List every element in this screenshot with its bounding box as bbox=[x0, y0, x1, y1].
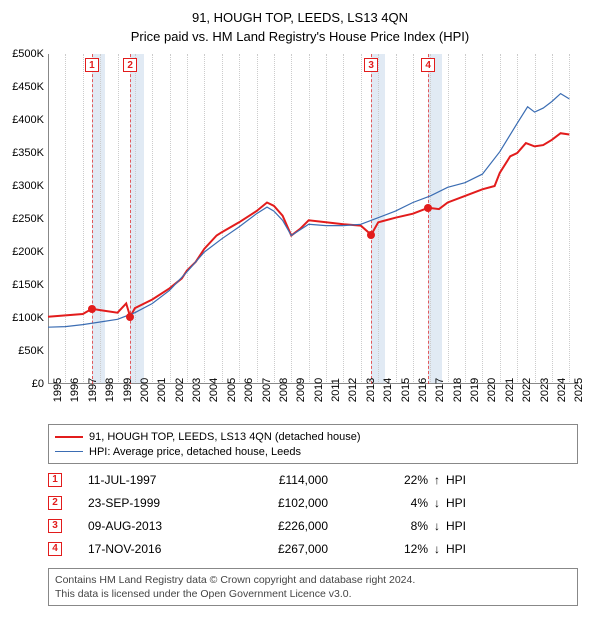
sales-arrow-icon: ↓ bbox=[428, 542, 446, 556]
x-tick-label: 2011 bbox=[330, 378, 342, 402]
x-tick-label: 2009 bbox=[295, 378, 307, 402]
y-tick-label: £300K bbox=[12, 180, 44, 192]
chart-plot-area: 1 2 3 4 bbox=[48, 54, 578, 384]
x-tick-label: 2006 bbox=[243, 378, 255, 402]
sales-date: 09-AUG-2013 bbox=[88, 519, 218, 533]
sales-hpi-label: HPI bbox=[446, 542, 466, 556]
sales-price: £267,000 bbox=[218, 542, 368, 556]
x-tick-label: 2012 bbox=[347, 378, 359, 402]
x-tick-label: 2015 bbox=[400, 378, 412, 402]
x-tick-label: 2005 bbox=[226, 378, 238, 402]
title-subtitle: Price paid vs. HM Land Registry's House … bbox=[0, 25, 600, 44]
title-address: 91, HOUGH TOP, LEEDS, LS13 4QN bbox=[0, 0, 600, 25]
y-tick-label: £400K bbox=[12, 114, 44, 126]
sales-diff-pct: 4% bbox=[368, 496, 428, 510]
sales-row: 4 17-NOV-2016£267,00012%↓HPI bbox=[48, 537, 578, 560]
sale-marker-dot bbox=[367, 231, 375, 239]
x-tick-label: 2022 bbox=[521, 378, 533, 402]
x-tick-label: 2002 bbox=[174, 378, 186, 402]
x-tick-label: 1995 bbox=[52, 378, 64, 402]
sale-marker-dot bbox=[424, 204, 432, 212]
x-tick-label: 2024 bbox=[556, 378, 568, 402]
y-tick-label: £200K bbox=[12, 246, 44, 258]
sales-price: £102,000 bbox=[218, 496, 368, 510]
sales-date: 17-NOV-2016 bbox=[88, 542, 218, 556]
legend-swatch bbox=[55, 436, 83, 438]
sale-marker-dot bbox=[126, 313, 134, 321]
series-line bbox=[48, 94, 569, 328]
sales-diff-pct: 22% bbox=[368, 473, 428, 487]
sales-row: 1 11-JUL-1997£114,00022%↑HPI bbox=[48, 468, 578, 491]
x-tick-label: 2016 bbox=[417, 378, 429, 402]
line-series bbox=[48, 54, 578, 384]
sales-date: 23-SEP-1999 bbox=[88, 496, 218, 510]
sales-arrow-icon: ↓ bbox=[428, 519, 446, 533]
y-tick-label: £450K bbox=[12, 81, 44, 93]
y-tick-label: £100K bbox=[12, 312, 44, 324]
x-tick-label: 2014 bbox=[382, 378, 394, 402]
sales-diff-pct: 8% bbox=[368, 519, 428, 533]
sales-price: £114,000 bbox=[218, 473, 368, 487]
sales-index-box: 1 bbox=[48, 473, 62, 487]
sales-index-box: 2 bbox=[48, 496, 62, 510]
legend: 91, HOUGH TOP, LEEDS, LS13 4QN (detached… bbox=[48, 424, 578, 464]
sales-arrow-icon: ↓ bbox=[428, 496, 446, 510]
sales-arrow-icon: ↑ bbox=[428, 473, 446, 487]
x-tick-label: 2010 bbox=[313, 378, 325, 402]
y-tick-label: £500K bbox=[12, 48, 44, 60]
y-tick-label: £50K bbox=[18, 345, 44, 357]
sales-row: 3 09-AUG-2013£226,0008%↓HPI bbox=[48, 514, 578, 537]
legend-label: HPI: Average price, detached house, Leed… bbox=[89, 446, 301, 458]
x-tick-label: 2000 bbox=[139, 378, 151, 402]
y-tick-label: £150K bbox=[12, 279, 44, 291]
x-tick-label: 2023 bbox=[539, 378, 551, 402]
x-tick-label: 2020 bbox=[486, 378, 498, 402]
legend-swatch bbox=[55, 451, 83, 452]
sale-marker-index-box: 1 bbox=[85, 58, 99, 72]
x-tick-label: 2025 bbox=[573, 378, 585, 402]
sales-hpi-label: HPI bbox=[446, 519, 466, 533]
x-tick-label: 2021 bbox=[504, 378, 516, 402]
sales-date: 11-JUL-1997 bbox=[88, 473, 218, 487]
x-tick-label: 1997 bbox=[87, 378, 99, 402]
sales-hpi-label: HPI bbox=[446, 496, 466, 510]
footer-line: Contains HM Land Registry data © Crown c… bbox=[55, 573, 571, 587]
footer-line: This data is licensed under the Open Gov… bbox=[55, 587, 571, 601]
x-tick-label: 2003 bbox=[191, 378, 203, 402]
x-tick-label: 2004 bbox=[208, 378, 220, 402]
sales-index-box: 3 bbox=[48, 519, 62, 533]
x-tick-label: 2013 bbox=[365, 378, 377, 402]
sales-table: 111-JUL-1997£114,00022%↑HPI223-SEP-1999£… bbox=[48, 468, 578, 560]
x-tick-label: 2008 bbox=[278, 378, 290, 402]
x-tick-label: 2018 bbox=[452, 378, 464, 402]
sales-hpi-label: HPI bbox=[446, 473, 466, 487]
sale-marker-dot bbox=[88, 305, 96, 313]
legend-row: 91, HOUGH TOP, LEEDS, LS13 4QN (detached… bbox=[55, 429, 571, 444]
x-tick-label: 1998 bbox=[104, 378, 116, 402]
x-tick-label: 2007 bbox=[261, 378, 273, 402]
chart-container: 91, HOUGH TOP, LEEDS, LS13 4QN Price pai… bbox=[0, 0, 600, 620]
x-tick-label: 2019 bbox=[469, 378, 481, 402]
y-tick-label: £250K bbox=[12, 213, 44, 225]
legend-label: 91, HOUGH TOP, LEEDS, LS13 4QN (detached… bbox=[89, 431, 360, 443]
sale-marker-index-box: 3 bbox=[364, 58, 378, 72]
x-tick-label: 1999 bbox=[122, 378, 134, 402]
sales-diff-pct: 12% bbox=[368, 542, 428, 556]
sale-marker-index-box: 2 bbox=[123, 58, 137, 72]
sales-price: £226,000 bbox=[218, 519, 368, 533]
legend-row: HPI: Average price, detached house, Leed… bbox=[55, 444, 571, 459]
attribution-footer: Contains HM Land Registry data © Crown c… bbox=[48, 568, 578, 606]
sale-marker-index-box: 4 bbox=[421, 58, 435, 72]
x-tick-label: 2017 bbox=[434, 378, 446, 402]
sales-index-box: 4 bbox=[48, 542, 62, 556]
y-tick-label: £350K bbox=[12, 147, 44, 159]
sales-row: 2 23-SEP-1999£102,0004%↓HPI bbox=[48, 491, 578, 514]
y-tick-label: £0 bbox=[32, 378, 44, 390]
x-tick-label: 2001 bbox=[156, 378, 168, 402]
x-tick-label: 1996 bbox=[69, 378, 81, 402]
